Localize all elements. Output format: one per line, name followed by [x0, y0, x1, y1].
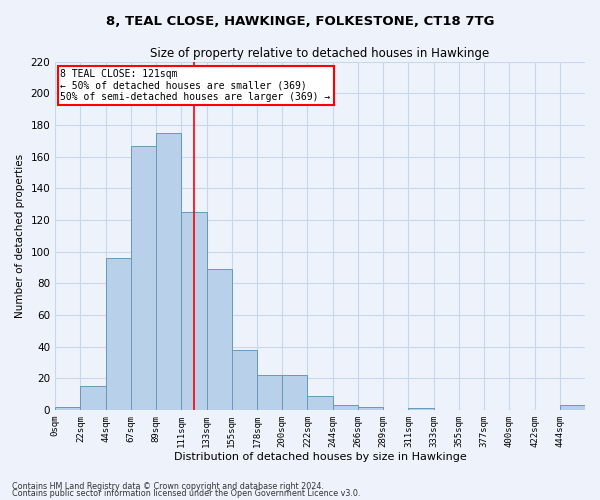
Bar [181, 212, 206, 410]
Bar [80, 386, 106, 410]
Y-axis label: Number of detached properties: Number of detached properties [15, 154, 25, 318]
Bar [358, 406, 383, 410]
Bar [560, 405, 585, 410]
Bar [106, 258, 131, 410]
Bar [156, 133, 181, 410]
Bar [206, 269, 232, 410]
Bar [332, 405, 358, 410]
Text: 8 TEAL CLOSE: 121sqm
← 50% of detached houses are smaller (369)
50% of semi-deta: 8 TEAL CLOSE: 121sqm ← 50% of detached h… [61, 68, 331, 102]
Bar [409, 408, 434, 410]
Text: 8, TEAL CLOSE, HAWKINGE, FOLKESTONE, CT18 7TG: 8, TEAL CLOSE, HAWKINGE, FOLKESTONE, CT1… [106, 15, 494, 28]
Text: Contains HM Land Registry data © Crown copyright and database right 2024.: Contains HM Land Registry data © Crown c… [12, 482, 324, 491]
Bar [282, 375, 307, 410]
Bar [131, 146, 156, 410]
Bar [307, 396, 332, 410]
Title: Size of property relative to detached houses in Hawkinge: Size of property relative to detached ho… [151, 48, 490, 60]
X-axis label: Distribution of detached houses by size in Hawkinge: Distribution of detached houses by size … [174, 452, 466, 462]
Bar [55, 406, 80, 410]
Text: Contains public sector information licensed under the Open Government Licence v3: Contains public sector information licen… [12, 489, 361, 498]
Bar [232, 350, 257, 410]
Bar [257, 375, 282, 410]
